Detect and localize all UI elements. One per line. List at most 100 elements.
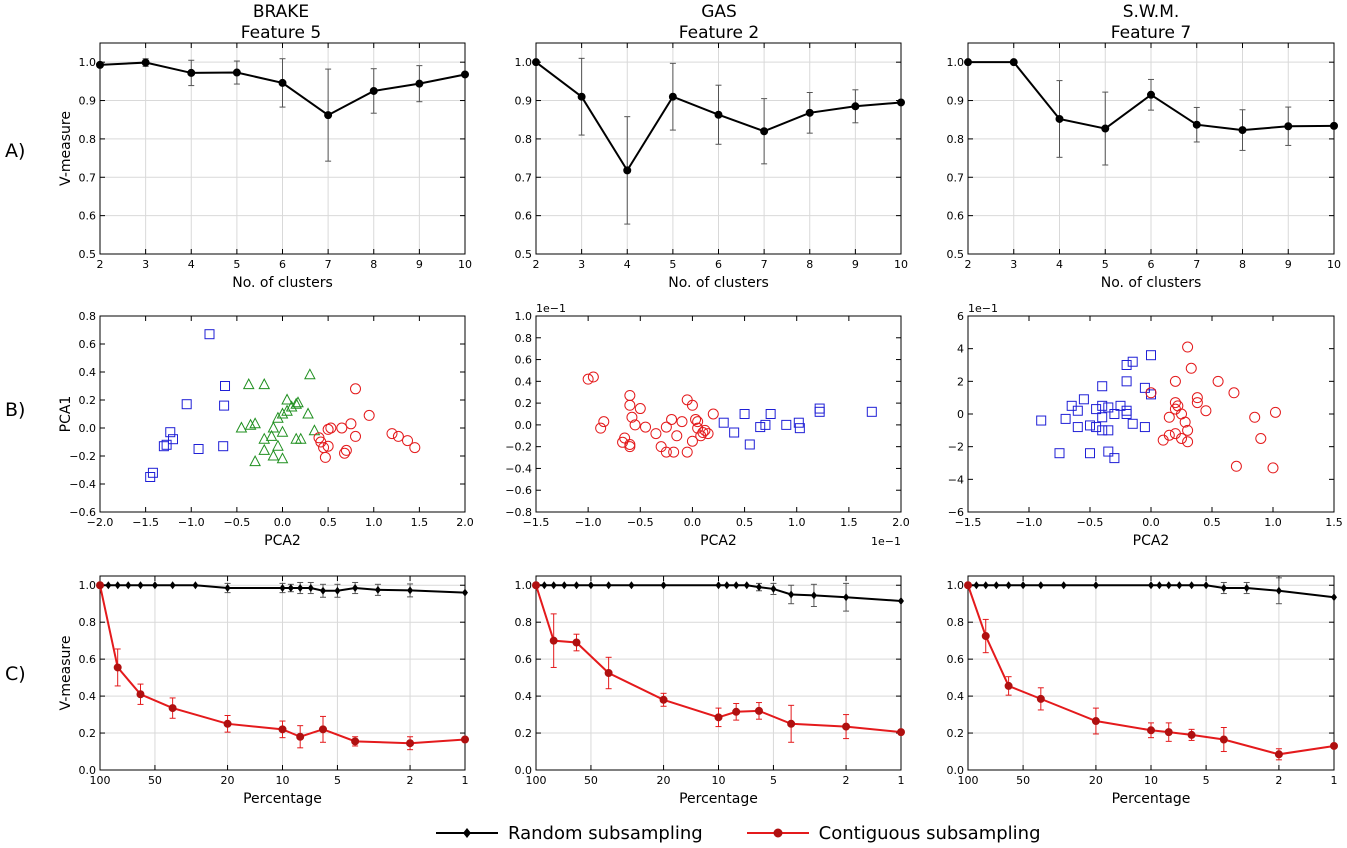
data-point — [415, 79, 424, 88]
legend-swatch-random — [436, 828, 498, 838]
data-point — [141, 58, 150, 67]
y-tick-label: 0.8 — [947, 133, 965, 146]
data-point — [151, 581, 158, 590]
x-tick-label: 5 — [669, 258, 676, 271]
x-tick-label: 5 — [334, 774, 341, 787]
scatter-point — [258, 378, 271, 390]
scatter-point — [249, 417, 261, 429]
scatter-point — [325, 422, 337, 434]
data-point — [743, 581, 750, 590]
y-tick-label: 0.8 — [515, 133, 533, 146]
scatter-point — [814, 406, 825, 417]
x-tick-label: 20 — [1089, 774, 1103, 787]
scatter-point — [402, 435, 414, 447]
data-point — [1192, 120, 1201, 129]
x-tick-label: −0.5 — [1077, 516, 1104, 529]
scatter-point — [165, 427, 176, 438]
scatter-point — [1054, 448, 1065, 459]
row-label-c: C) — [5, 663, 26, 685]
data-point — [981, 632, 990, 641]
scatter-point — [668, 446, 680, 458]
data-point — [1219, 735, 1228, 744]
data-point — [660, 581, 667, 590]
y-tick-label: 2 — [957, 375, 964, 388]
chart-B_brake: −2.0 −1.5 −1.0 −0.5 0.0 0.5 1.0 1.5 2.0 −0.6 −0.4 −… — [58, 310, 474, 549]
chart-C_swm: 100 50 20 10 5 2 1 0.0 0.2 0.4 0.6 0.8 1.0 Percentage — [947, 575, 1338, 807]
scatter-point — [235, 421, 248, 433]
scatter-point — [866, 406, 877, 417]
data-point — [755, 583, 762, 592]
scatter-point — [276, 407, 289, 419]
scatter-point — [634, 403, 646, 415]
y-tick-label: 0.6 — [79, 210, 97, 223]
x-tick-label: 8 — [806, 258, 813, 271]
scatter-point — [1230, 460, 1242, 472]
x-tick-label: 5 — [1102, 258, 1109, 271]
scatter-point — [292, 396, 304, 408]
scatter-point — [660, 421, 672, 433]
y-tick-label: 0.2 — [79, 394, 97, 407]
data-point — [1020, 581, 1027, 590]
x-scale-label: 1e−1 — [871, 535, 901, 548]
scatter-point — [1191, 392, 1203, 404]
scatter-point — [595, 422, 607, 434]
data-point — [461, 70, 469, 79]
scatter-point — [336, 422, 348, 434]
scatter-point — [1121, 360, 1132, 370]
x-tick-label: 2 — [965, 258, 972, 271]
scatter-point — [276, 452, 289, 464]
y-tick-label: −6 — [948, 506, 964, 519]
data-point — [232, 68, 241, 77]
scatter-point — [582, 373, 594, 385]
y-tick-label: −0.2 — [505, 441, 532, 454]
scatter-point — [629, 419, 641, 431]
scatter-point — [1085, 420, 1095, 431]
data-point — [1036, 694, 1045, 703]
data-point — [897, 98, 905, 107]
x-tick-label: 1 — [462, 774, 469, 787]
scatter-point — [1091, 404, 1102, 415]
data-point — [1037, 581, 1044, 590]
x-tick-label: 6 — [279, 258, 286, 271]
data-point — [714, 713, 723, 722]
scatter-point — [181, 399, 192, 410]
legend-label-contiguous: Contiguous subsampling — [818, 822, 1041, 844]
data-point — [351, 737, 360, 746]
data-point — [334, 586, 341, 595]
y-tick-label: 0.6 — [79, 653, 97, 666]
data-point — [973, 581, 980, 590]
x-tick-label: 10 — [894, 258, 908, 271]
scatter-point — [285, 400, 298, 412]
data-point — [1156, 581, 1163, 590]
scatter-point — [1185, 362, 1197, 374]
x-tick-label: −1.5 — [523, 516, 550, 529]
x-tick-label: 10 — [1144, 774, 1158, 787]
data-point — [549, 636, 558, 645]
y-tick-label: 1.0 — [79, 56, 97, 69]
x-axis-label: Percentage — [1112, 791, 1191, 807]
x-tick-label: 100 — [90, 774, 111, 787]
scatter-point — [1139, 382, 1150, 393]
scatter-point — [671, 430, 683, 442]
y-tick-label: 0.7 — [947, 171, 965, 184]
scatter-point — [699, 424, 711, 436]
scatter-point — [1127, 418, 1138, 429]
x-tick-label: 1.5 — [1325, 516, 1343, 529]
scatter-point — [1109, 409, 1120, 419]
scatter-point — [697, 427, 709, 439]
scatter-point — [640, 421, 651, 433]
scatter-point — [281, 404, 293, 416]
x-tick-label: 8 — [1239, 258, 1246, 271]
data-point — [369, 86, 378, 95]
scatter-point — [755, 422, 766, 433]
x-tick-label: 10 — [712, 774, 726, 787]
data-point — [1188, 581, 1195, 590]
y-tick-label: 0.6 — [947, 210, 965, 223]
x-tick-label: 100 — [958, 774, 979, 787]
data-point — [810, 591, 817, 600]
scatter-point — [1097, 412, 1108, 423]
scatter-point — [739, 409, 750, 419]
scatter-point — [1255, 433, 1267, 444]
scatter-point — [1139, 422, 1150, 433]
y-tick-label: 0.6 — [515, 653, 533, 666]
